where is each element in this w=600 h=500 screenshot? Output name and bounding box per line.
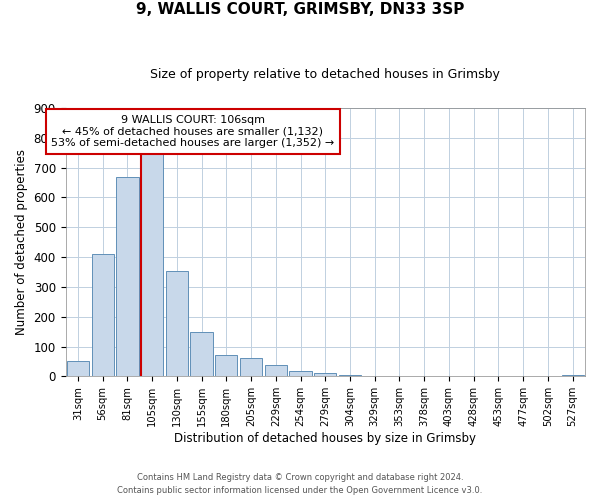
Bar [562,375,584,376]
Bar [141,153,163,376]
Bar [166,270,188,376]
Title: Size of property relative to detached houses in Grimsby: Size of property relative to detached ho… [151,68,500,80]
Bar [240,358,262,376]
Bar [339,375,361,376]
Bar [190,332,213,376]
Bar [265,366,287,376]
Bar [116,176,139,376]
X-axis label: Distribution of detached houses by size in Grimsby: Distribution of detached houses by size … [174,432,476,445]
Y-axis label: Number of detached properties: Number of detached properties [15,149,28,335]
Bar [289,372,311,376]
Bar [92,254,114,376]
Bar [67,362,89,376]
Text: Contains HM Land Registry data © Crown copyright and database right 2024.
Contai: Contains HM Land Registry data © Crown c… [118,474,482,495]
Text: 9 WALLIS COURT: 106sqm
← 45% of detached houses are smaller (1,132)
53% of semi-: 9 WALLIS COURT: 106sqm ← 45% of detached… [51,115,334,148]
Bar [314,374,337,376]
Text: 9, WALLIS COURT, GRIMSBY, DN33 3SP: 9, WALLIS COURT, GRIMSBY, DN33 3SP [136,2,464,18]
Bar [215,356,238,376]
